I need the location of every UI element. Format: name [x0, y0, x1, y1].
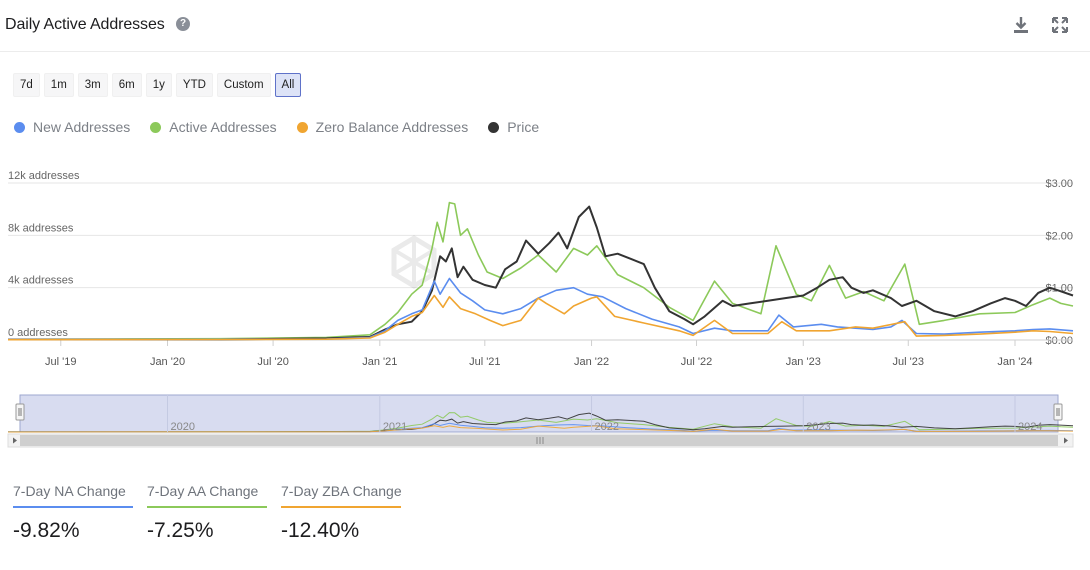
- x-tick-label: Jan '22: [574, 356, 609, 368]
- x-tick-label: Jul '21: [469, 356, 500, 368]
- y-right-tick-label: $1.00: [1045, 283, 1073, 295]
- kpi-value: -12.40%: [281, 519, 360, 542]
- range-selector: 7d 1m 3m 6m 1y YTD Custom All: [13, 73, 302, 97]
- range-button-custom[interactable]: Custom: [216, 73, 271, 97]
- legend-item-active-addresses[interactable]: Active Addresses: [150, 119, 277, 135]
- legend-item-price[interactable]: Price: [488, 119, 539, 135]
- legend-label: Active Addresses: [169, 119, 277, 135]
- kpi-card: 7-Day NA Change -9.82%: [13, 483, 133, 543]
- legend-label: Zero Balance Addresses: [315, 119, 469, 135]
- scroll-left-arrow-icon: [13, 437, 17, 444]
- watermark-logo-icon: [391, 235, 437, 289]
- navigator-year-label: 2020: [171, 421, 195, 433]
- x-tick-label: Jul '22: [681, 356, 712, 368]
- y-left-tick-label: 8k addresses: [8, 222, 74, 234]
- legend-dot-icon: [14, 121, 25, 133]
- legend-item-new-addresses[interactable]: New Addresses: [14, 119, 130, 135]
- navigator-series-price: [8, 412, 1074, 433]
- kpi-value: -7.25%: [147, 519, 214, 542]
- range-button-7d[interactable]: 7d: [13, 73, 40, 97]
- x-tick-label: Jan '21: [362, 356, 397, 368]
- range-button-3m[interactable]: 3m: [77, 73, 108, 97]
- page-title: Daily Active Addresses: [5, 16, 165, 33]
- legend-item-zero-balance-addresses[interactable]: Zero Balance Addresses: [296, 119, 469, 135]
- kpi-card: 7-Day AA Change -7.25%: [147, 483, 267, 543]
- kpi-value: -9.82%: [13, 519, 80, 542]
- y-right-tick-label: $3.00: [1045, 178, 1073, 190]
- legend-dot-icon: [150, 121, 162, 133]
- y-right-tick-label: $0.00: [1045, 335, 1073, 347]
- navigator-year-label: 2023: [806, 421, 830, 433]
- legend-dot-icon: [488, 121, 500, 133]
- scroll-right-arrow-icon: [1064, 437, 1068, 444]
- handle-body: [1053, 403, 1063, 421]
- expand-icon[interactable]: [1050, 15, 1070, 35]
- x-tick-label: Jan '20: [150, 356, 185, 368]
- navigator-series-active-addresses: [8, 412, 1074, 433]
- navigator-year-label: 2024: [1018, 421, 1042, 433]
- y-left-tick-label: 12k addresses: [8, 170, 80, 182]
- series-line-zero-balance-addresses: [7, 294, 1074, 341]
- range-button-1m[interactable]: 1m: [43, 73, 74, 97]
- line-chart: 0 addresses $0.00 4k addresses $1.00 8k addr…: [7, 170, 1074, 448]
- download-icon[interactable]: [1011, 15, 1031, 35]
- kpi-row: 7-Day NA Change -9.82% 7-Day AA Change -7.2…: [13, 483, 402, 543]
- range-button-ytd[interactable]: YTD: [175, 73, 213, 97]
- series-line-active-addresses: [7, 201, 1074, 341]
- scrollbar-thumb[interactable]: [20, 435, 1058, 446]
- range-button-6m[interactable]: 6m: [111, 73, 142, 97]
- navigator-year-label: 2022: [595, 421, 619, 433]
- kpi-card: 7-Day ZBA Change -12.40%: [281, 483, 402, 543]
- kpi-label: 7-Day AA Change: [147, 483, 267, 508]
- chart-legend: New Addresses Active Addresses Zero Balanc…: [14, 119, 539, 135]
- series-line-new-addresses: [7, 277, 1074, 341]
- navigator-left-handle[interactable]: [15, 403, 25, 421]
- y-left-tick-label: 0 addresses: [8, 327, 68, 339]
- legend-label: New Addresses: [33, 119, 131, 135]
- kpi-label: 7-Day NA Change: [13, 483, 133, 508]
- navigator-right-handle[interactable]: [1053, 403, 1063, 421]
- y-right-tick-label: $2.00: [1045, 230, 1073, 242]
- handle-body: [15, 403, 25, 421]
- x-tick-label: Jul '20: [257, 356, 288, 368]
- range-button-all[interactable]: All: [274, 73, 302, 97]
- series-line-price: [8, 205, 1074, 341]
- legend-dot-icon: [296, 121, 308, 133]
- x-tick-label: Jul '23: [893, 356, 924, 368]
- range-button-1y[interactable]: 1y: [145, 73, 172, 97]
- y-left-tick-label: 4k addresses: [8, 275, 74, 287]
- chart-header: Daily Active Addresses ?: [0, 0, 1090, 52]
- legend-label: Price: [507, 119, 540, 135]
- x-tick-label: Jan '24: [997, 356, 1032, 368]
- navigator-year-label: 2021: [383, 421, 407, 433]
- kpi-label: 7-Day ZBA Change: [281, 483, 402, 508]
- watermark-hexagon: [391, 235, 437, 289]
- question-circle-icon[interactable]: ?: [176, 17, 190, 31]
- x-tick-label: Jan '23: [786, 356, 821, 368]
- x-tick-label: Jul '19: [45, 356, 76, 368]
- watermark-lines: [392, 238, 436, 286]
